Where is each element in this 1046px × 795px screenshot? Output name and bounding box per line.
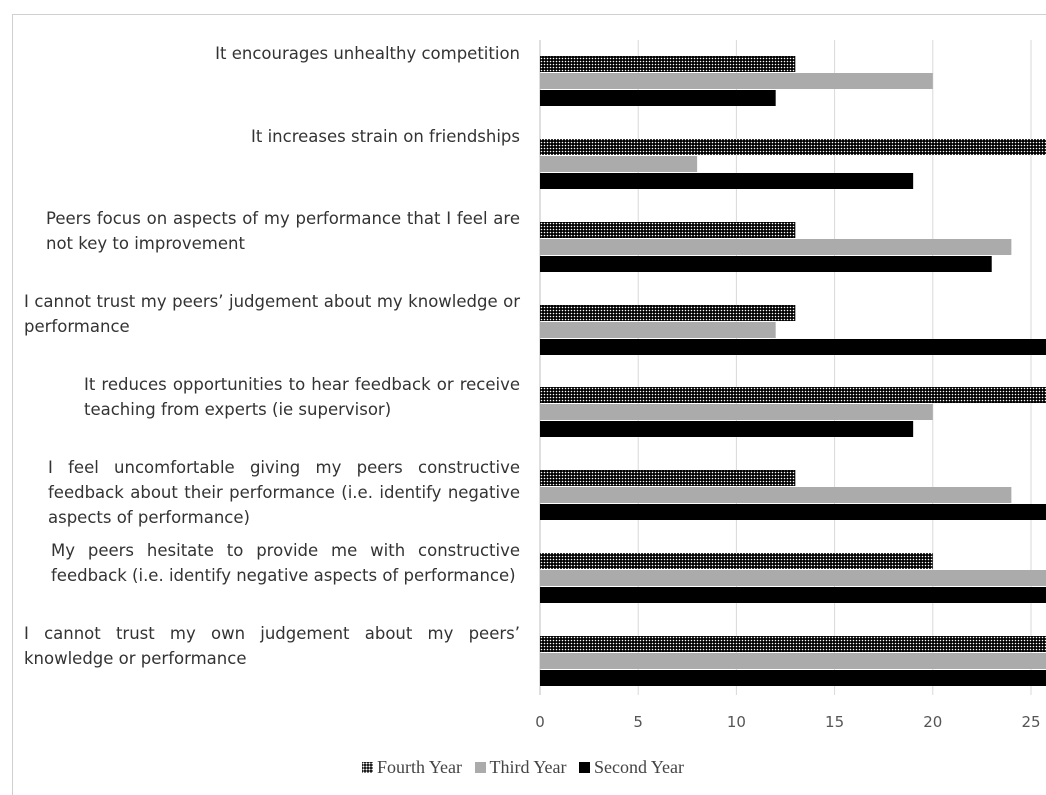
category-label: Peers focus on aspects of my performance… — [46, 209, 520, 253]
legend-swatch-third-year — [474, 762, 486, 773]
bar-second-year — [540, 256, 992, 272]
bar-fourth-year — [540, 553, 933, 569]
bar-second-year — [540, 670, 1046, 686]
category-label: My peers hesitate to provide me with con… — [51, 541, 520, 585]
bar-second-year — [540, 587, 1046, 603]
legend-label-second-year: Second Year — [594, 757, 684, 777]
x-tick-label: 25 — [1021, 713, 1040, 731]
x-tick-label: 15 — [825, 713, 844, 731]
bar-fourth-year — [540, 56, 796, 72]
legend-swatch-fourth-year — [361, 762, 373, 773]
bar-fourth-year — [540, 305, 796, 321]
x-tick-label: 5 — [633, 713, 643, 731]
category-label: I cannot trust my own judgement about my… — [24, 624, 520, 668]
category-label: It encourages unhealthy competition — [215, 44, 520, 63]
legend-label-fourth-year: Fourth Year — [376, 757, 462, 777]
bar-third-year — [540, 653, 1046, 669]
bar-third-year — [540, 156, 698, 172]
category-label: I cannot trust my peers’ judgement about… — [24, 292, 520, 336]
bar-second-year — [540, 504, 1046, 520]
category-label: It reduces opportunities to hear feedbac… — [84, 375, 520, 419]
bar-fourth-year — [540, 387, 1046, 403]
bar-second-year — [540, 421, 914, 437]
legend-swatch-second-year — [579, 762, 590, 773]
category-label: It increases strain on friendships — [251, 127, 520, 146]
legend: Fourth Year Third Year Second Year — [0, 757, 1046, 778]
legend-item-fourth-year: Fourth Year — [361, 757, 462, 778]
bar-fourth-year — [540, 470, 796, 486]
bar-third-year — [540, 239, 1012, 255]
bar-fourth-year — [540, 139, 1046, 155]
category-label: I feel uncomfortable giving my peers con… — [48, 458, 520, 527]
bar-third-year — [540, 73, 933, 89]
bar-third-year — [540, 570, 1046, 586]
x-tick-label: 20 — [923, 713, 942, 731]
bar-third-year — [540, 404, 933, 420]
bar-fourth-year — [540, 636, 1046, 652]
legend-item-third-year: Third Year — [474, 757, 567, 778]
legend-label-third-year: Third Year — [489, 757, 567, 777]
bar-second-year — [540, 339, 1046, 355]
x-tick-label: 0 — [535, 713, 545, 731]
chart-frame — [12, 14, 1046, 795]
bar-third-year — [540, 487, 1012, 503]
bar-third-year — [540, 322, 776, 338]
x-tick-label: 10 — [727, 713, 746, 731]
bar-second-year — [540, 173, 914, 189]
legend-item-second-year: Second Year — [579, 757, 684, 778]
bar-second-year — [540, 90, 776, 106]
bar-fourth-year — [540, 222, 796, 238]
